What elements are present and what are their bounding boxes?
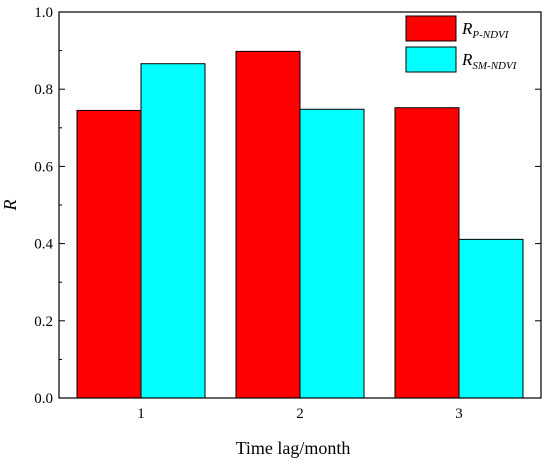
x-tick-label: 2	[296, 406, 304, 422]
bar-p-ndvi-3	[394, 107, 460, 399]
legend-label-sm-ndvi: RSM-NDVI	[461, 50, 518, 72]
bar-p-ndvi-1	[76, 109, 142, 399]
legend: RP-NDVI RSM-NDVI	[405, 15, 518, 73]
y-tick-label: 0.2	[34, 314, 53, 330]
y-tick-label: 0.4	[34, 237, 53, 253]
x-tick-label: 1	[137, 406, 145, 422]
y-tick-label: 0.6	[34, 159, 53, 175]
bar-sm-ndvi-2	[299, 108, 365, 399]
y-axis-title: R	[0, 200, 20, 212]
x-axis-title: Time lag/month	[236, 438, 351, 458]
legend-label-p-ndvi: RP-NDVI	[461, 19, 510, 41]
bar-sm-ndvi-3	[458, 238, 524, 399]
bar-sm-ndvi-1	[140, 63, 206, 399]
y-tick-label: 0.8	[34, 82, 53, 98]
ticks-layer: 0.0 0.2 0.4 0.6 0.8 1.0 1 2 3	[34, 5, 541, 422]
bars-layer	[76, 50, 524, 399]
legend-swatch-p-ndvi	[405, 15, 457, 42]
bar-p-ndvi-2	[235, 50, 301, 399]
y-tick-label: 1.0	[34, 5, 53, 21]
x-tick-label: 3	[455, 406, 463, 422]
y-tick-label: 0.0	[34, 391, 53, 407]
legend-swatch-sm-ndvi	[405, 46, 457, 73]
